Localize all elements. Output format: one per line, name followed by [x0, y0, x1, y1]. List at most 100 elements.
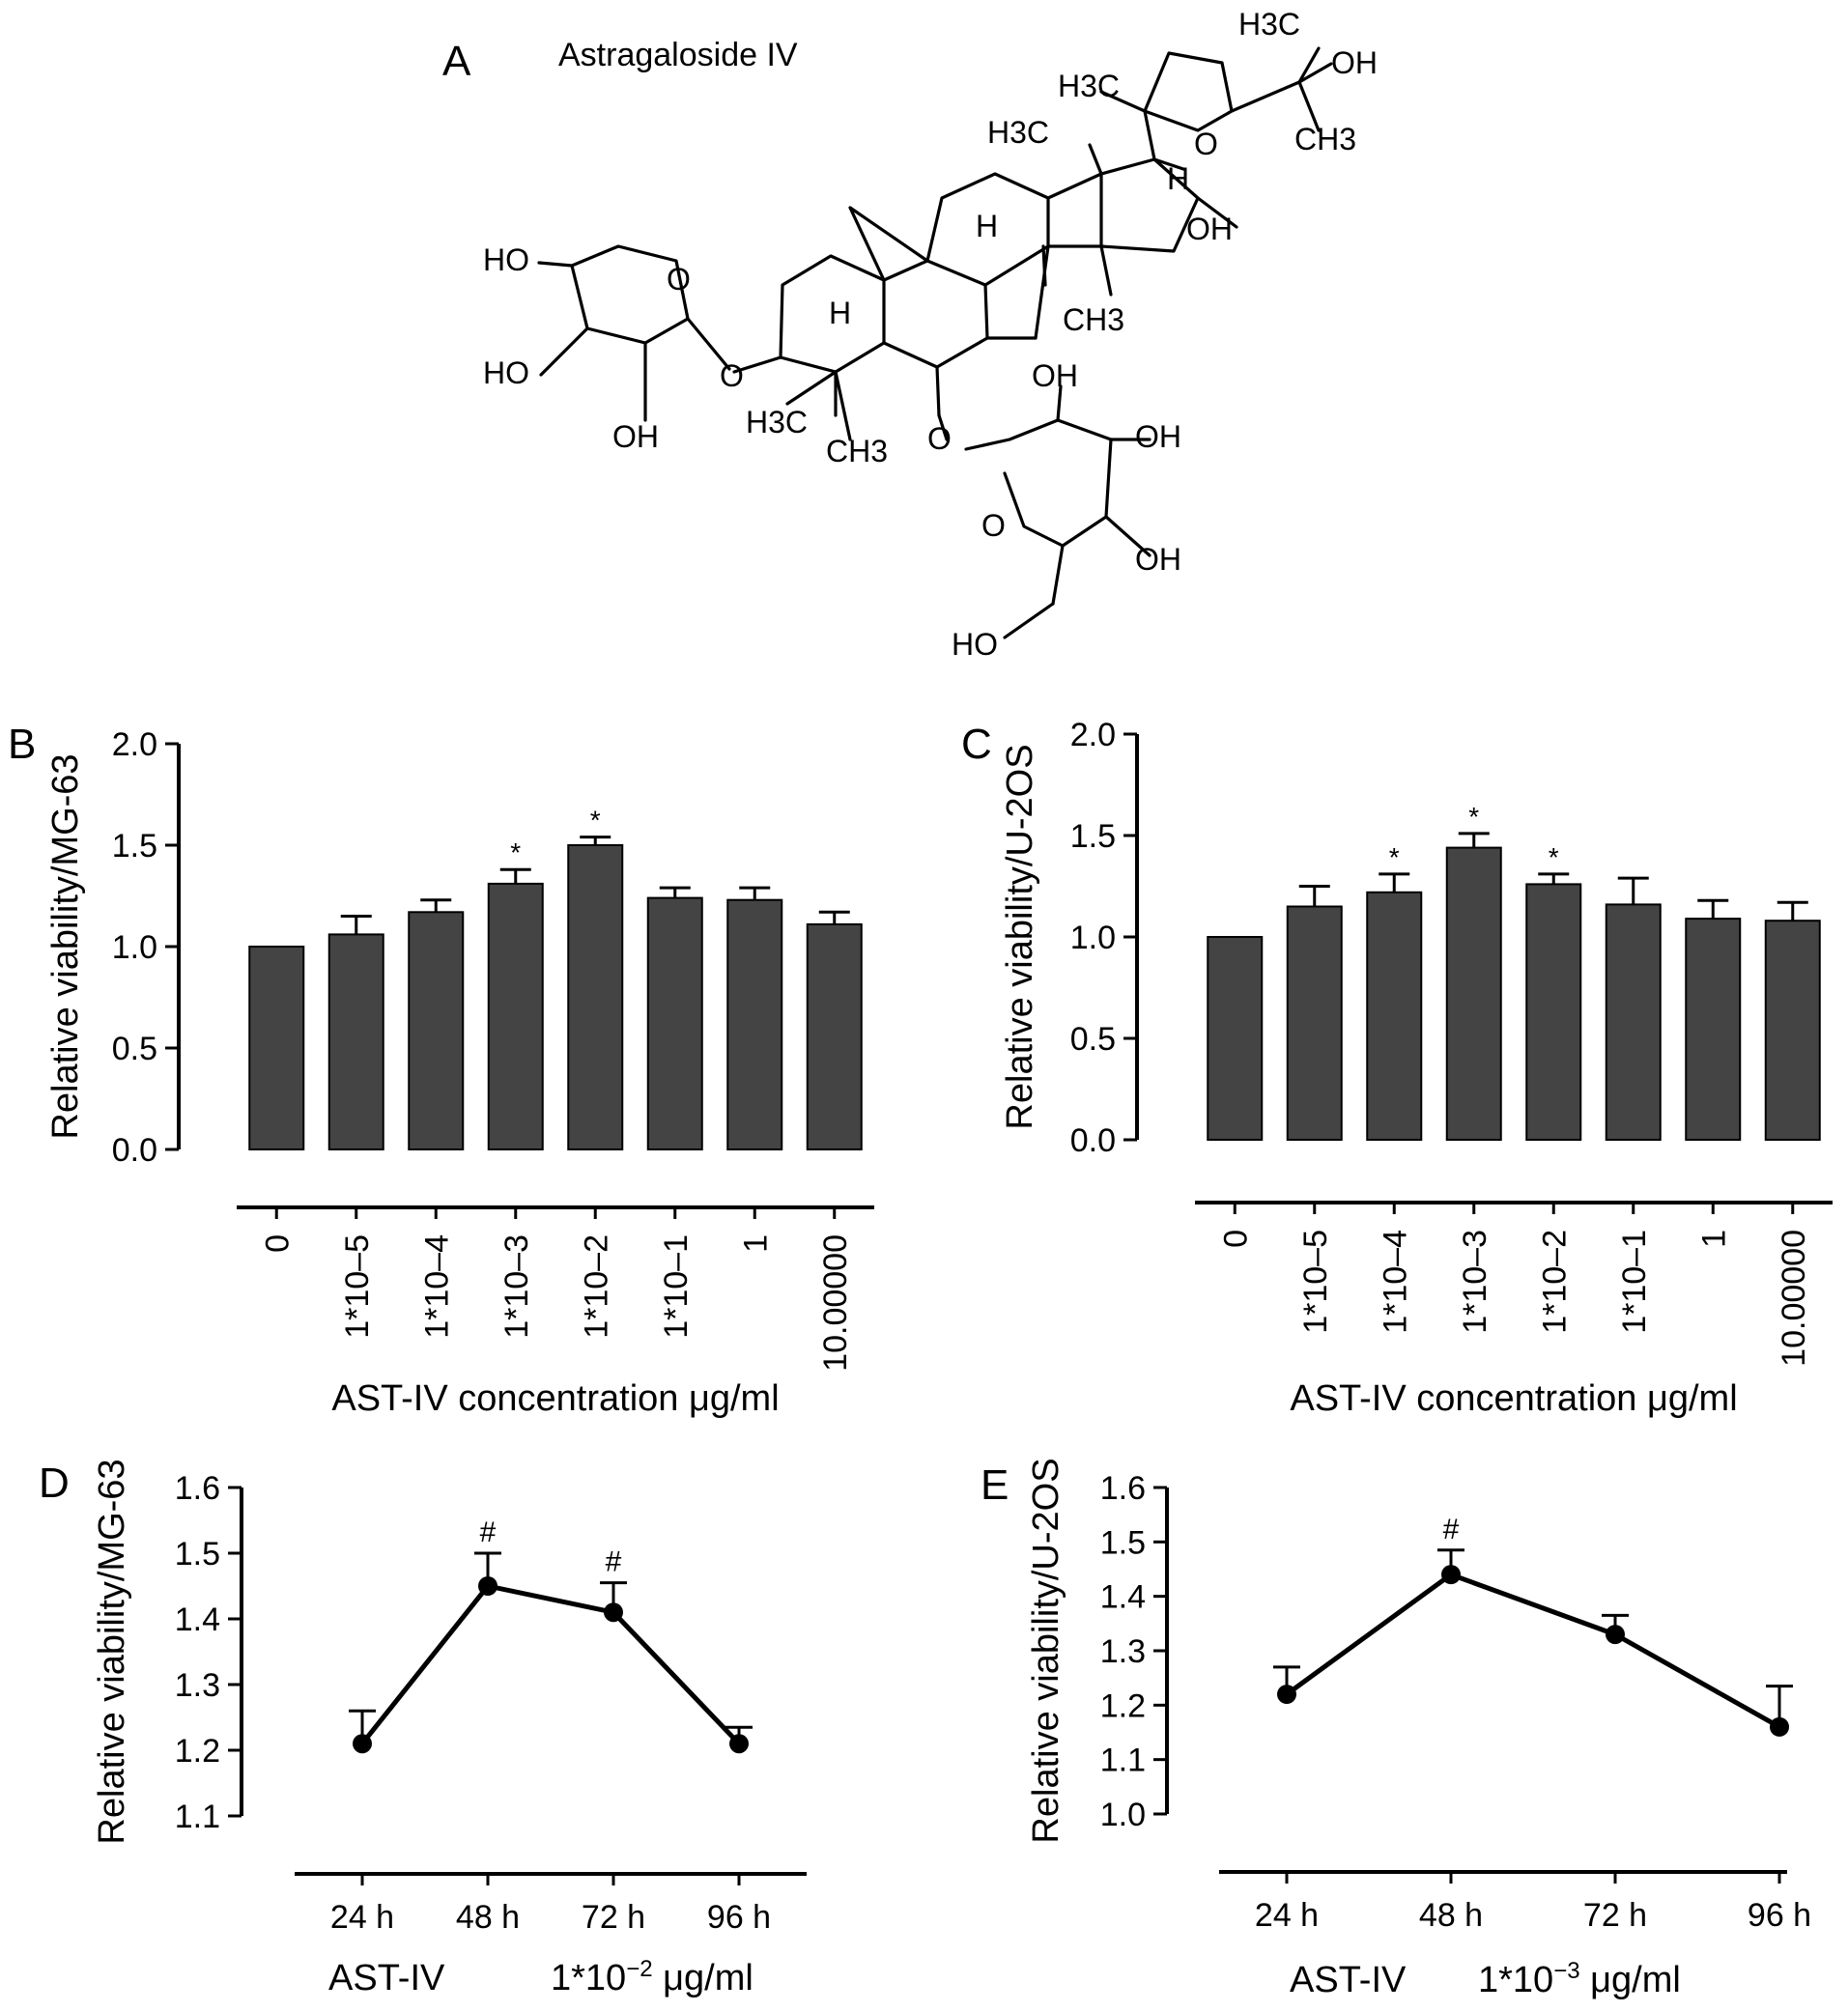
- atom-label: O: [667, 262, 691, 297]
- series-line: [362, 1586, 739, 1743]
- atom-label: O: [981, 508, 1006, 543]
- atom-label: O: [1194, 127, 1218, 161]
- significance-mark: *: [1549, 842, 1559, 872]
- atom-label: O: [720, 358, 744, 393]
- chart-d: 1.1 1.2 1.3 1.4 1.5 1.6 Relative viability/MG-…: [92, 1459, 807, 1998]
- x-axis-label: 1*10−2 μg/ml: [551, 1956, 753, 1998]
- bond: [1005, 604, 1053, 638]
- bar: [808, 924, 862, 1149]
- panel-a: A Astragaloside IV: [442, 7, 1378, 662]
- y-axis-label: Relative viability/MG-63: [92, 1459, 132, 1844]
- x-tick-label: 1: [737, 1234, 774, 1253]
- bar: [1288, 907, 1342, 1141]
- data-point: [604, 1602, 623, 1622]
- x-tick-label: 0: [1217, 1230, 1254, 1248]
- bar: [568, 845, 622, 1149]
- bond: [787, 372, 836, 404]
- atom-label: CH3: [826, 434, 888, 468]
- y-tick-label: 1.6: [1100, 1470, 1146, 1507]
- x-axis-label: AST-IV concentration μg/ml: [1290, 1378, 1737, 1419]
- atom-label: OH: [612, 419, 659, 454]
- bond: [1145, 111, 1154, 159]
- y-tick-label: 1.1: [175, 1799, 220, 1835]
- bond: [1048, 174, 1101, 246]
- x-tick-label: 1*10–4: [418, 1234, 455, 1339]
- x-tick-label: 48 h: [1419, 1897, 1483, 1934]
- data-point: [729, 1734, 749, 1753]
- chart-e: 1.0 1.1 1.2 1.3 1.4 1.5 1.6 Relative viability/…: [1026, 1458, 1811, 2000]
- y-tick-label: 1.0: [112, 929, 157, 966]
- x-axis-label: AST-IV: [328, 1958, 445, 1998]
- bar: [648, 898, 702, 1149]
- x-tick-label: 24 h: [1255, 1897, 1319, 1934]
- atom-label: OH: [1331, 45, 1378, 80]
- y-tick-label: 0.5: [1070, 1021, 1116, 1058]
- x-tick-label: 0: [259, 1234, 296, 1253]
- y-tick-label: 1.3: [175, 1667, 220, 1704]
- x-axis-label: AST-IV: [1290, 1960, 1407, 2000]
- y-axis-label: Relative viability/MG-63: [45, 753, 86, 1139]
- atom-label: O: [927, 421, 952, 456]
- y-axis-label: Relative viability/U-2OS: [1000, 744, 1040, 1129]
- y-tick-label: 0.5: [112, 1031, 157, 1067]
- atom-label: HO: [952, 627, 998, 662]
- x-tick-label: 1*10–2: [1536, 1230, 1573, 1334]
- x-tick-label: 72 h: [582, 1899, 645, 1936]
- atom-label: H3C: [1238, 7, 1300, 42]
- y-tick-label: 1.3: [1100, 1633, 1146, 1670]
- y-tick-label: 1.2: [1100, 1687, 1146, 1724]
- x-tick-label: 72 h: [1583, 1897, 1647, 1934]
- bond: [1036, 246, 1048, 338]
- data-point: [478, 1576, 498, 1596]
- y-tick-label: 1.0: [1100, 1797, 1146, 1833]
- atom-label: H3C: [987, 115, 1049, 150]
- x-tick-label: 1*10–5: [1297, 1230, 1334, 1334]
- x-tick-label: 24 h: [330, 1899, 394, 1936]
- y-tick-label: 0.0: [112, 1132, 157, 1169]
- atom-label: H: [1167, 161, 1189, 196]
- y-tick-label: 1.4: [1100, 1579, 1146, 1616]
- panel-label-d: D: [39, 1459, 70, 1507]
- chart-c: 0.00.51.01.52.0Relative viability/U-2OS0…: [1000, 717, 1833, 1419]
- significance-mark: *: [510, 837, 521, 867]
- atom-label: OH: [1186, 212, 1233, 246]
- bond: [1145, 53, 1232, 130]
- atom-label: H: [976, 209, 998, 243]
- y-tick-label: 1.5: [1100, 1524, 1146, 1561]
- x-axis-label: 1*10−3 μg/ml: [1478, 1958, 1681, 2000]
- data-point: [1770, 1717, 1789, 1737]
- atom-label: CH3: [1063, 302, 1124, 337]
- x-tick-label: 1*10–5: [339, 1234, 376, 1339]
- data-point: [353, 1734, 372, 1753]
- atom-label: H: [829, 296, 851, 330]
- y-tick-label: 1.2: [175, 1733, 220, 1770]
- y-axis-label: Relative viability/U-2OS: [1026, 1458, 1066, 1843]
- atom-label: HO: [483, 355, 529, 390]
- significance-mark: #: [1443, 1514, 1460, 1545]
- atom-label: H3C: [1058, 69, 1120, 103]
- x-tick-label: 1*10–1: [1616, 1230, 1653, 1334]
- molecule-name: Astragaloside IV: [558, 37, 798, 73]
- bar: [489, 884, 543, 1149]
- y-tick-label: 1.5: [175, 1536, 220, 1573]
- atom-label: HO: [483, 242, 529, 277]
- bar: [1526, 884, 1580, 1140]
- y-tick-label: 1.4: [175, 1601, 220, 1638]
- significance-mark: *: [1389, 842, 1400, 872]
- bar: [727, 900, 782, 1149]
- x-axis-label: AST-IV concentration μg/ml: [331, 1378, 779, 1419]
- x-tick-label: 1*10–4: [1377, 1230, 1413, 1334]
- bar: [1606, 904, 1661, 1140]
- series-line: [1287, 1574, 1779, 1727]
- y-tick-label: 0.0: [1070, 1122, 1116, 1159]
- bond: [836, 372, 850, 439]
- x-tick-label: 1*10–2: [578, 1234, 614, 1339]
- chart-b: 0.00.51.01.52.0Relative viability/MG-630…: [45, 726, 874, 1419]
- bar: [409, 912, 463, 1149]
- y-tick-label: 1.5: [112, 828, 157, 864]
- bond: [1053, 546, 1063, 604]
- significance-mark: #: [480, 1516, 497, 1548]
- y-tick-label: 1.6: [175, 1470, 220, 1507]
- bar: [1367, 893, 1421, 1140]
- x-tick-label: 1*10–3: [1457, 1230, 1493, 1334]
